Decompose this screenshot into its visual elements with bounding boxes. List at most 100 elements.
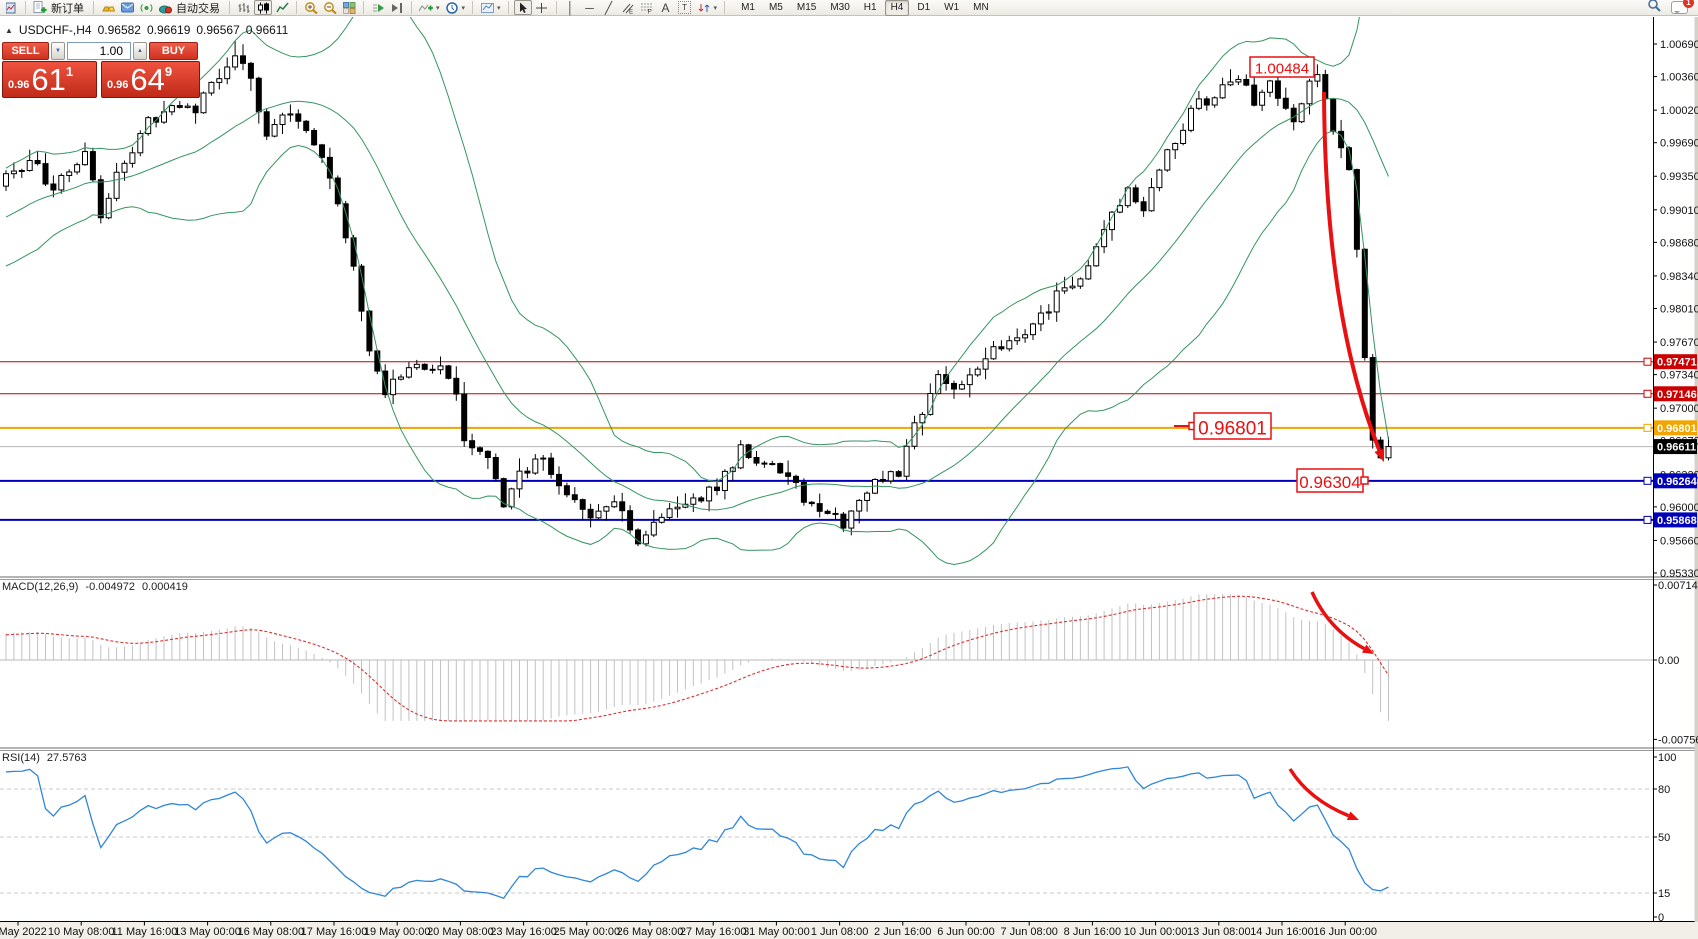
level-badge [1654,354,1697,370]
templates-icon[interactable] [478,0,496,15]
level-badge [1654,420,1697,436]
vertical-line-icon[interactable]: │ [566,0,575,15]
trend-arrow[interactable] [1322,91,1382,451]
timeframe-h4[interactable]: H4 [884,0,910,16]
timeframe-m5[interactable]: M5 [768,1,783,13]
zoom-in-icon[interactable] [302,0,320,15]
trend-arrow-head [1361,644,1374,654]
templates-dropdown-caret[interactable]: ▾ [497,4,501,12]
trend-arrow[interactable] [1288,768,1350,818]
periods-dropdown-caret[interactable]: ▾ [461,4,466,12]
timeframe-mn[interactable]: MN [973,1,989,13]
svg-text:0.97471: 0.97471 [1657,357,1697,369]
time-axis-strip[interactable] [0,922,1698,939]
chart-canvas[interactable]: 1.00690 1.00360 1.00020 0.99690 0.99350 0.990… [0,17,1698,939]
signal-icon[interactable] [137,0,155,15]
level-handle[interactable] [1643,423,1652,432]
sell-button[interactable]: SELL [2,42,49,60]
symbol-marker-icon: ▲ [5,25,13,35]
price-chart-svg[interactable]: 1.00690 1.00360 1.00020 0.99690 0.99350 0.990… [0,17,1698,939]
candles-layer [3,41,1392,547]
time-tick-label: 6 Jun 00:00 [937,926,995,938]
bar-chart-icon[interactable] [235,0,253,15]
autotrade-label[interactable]: 自动交易 [176,2,220,15]
fibonacci-icon[interactable]: F [638,0,656,15]
level-handle[interactable] [1643,476,1652,485]
buy-price-display[interactable]: 0.96 64 9 [101,61,200,98]
arrows-dropdown-caret[interactable]: ▾ [713,4,718,12]
volume-input[interactable] [67,42,131,60]
horizontal-line-icon[interactable]: ─ [585,0,594,15]
trend-arrow-head [1346,811,1359,821]
buy-price-big: 64 [130,62,165,97]
new-order-icon[interactable] [31,0,49,15]
autotrade-icon[interactable] [156,0,174,15]
search-icon[interactable] [1647,0,1661,17]
price-tick-label: 0.99350 [1660,171,1698,183]
price-tick-label: 0.97000 [1660,403,1698,415]
arrows-icon[interactable] [695,0,713,15]
sell-price-display[interactable]: 0.96 61 1 [2,61,97,98]
time-tick-label: 19 May 00:00 [364,926,431,938]
time-tick-label: 26 May 08:00 [617,926,684,938]
level-badge [1654,386,1697,402]
volume-increase-button[interactable]: ▲ [133,42,147,60]
mail-icon[interactable] [118,0,136,15]
indicators-dropdown-caret[interactable]: ▾ [436,4,440,12]
time-tick-label: 7 Jun 08:00 [1000,926,1058,938]
toolbar-separator [507,1,509,14]
indicators-icon[interactable] [417,0,435,15]
text-icon[interactable]: A [661,0,670,15]
periods-icon[interactable] [443,0,461,15]
cursor-icon[interactable] [513,0,532,15]
buy-button[interactable]: BUY [149,42,198,60]
price-open: 0.96582 [97,23,141,37]
trend-arrow[interactable] [1310,591,1366,651]
current-price-badge [1654,439,1697,455]
zoom-out-icon[interactable] [321,0,339,15]
timeframe-toolbar: M1 M5 M15 M30 H1 H4 D1 W1 MN [734,0,996,16]
tile-windows-icon[interactable] [340,0,358,15]
price-low: 0.96567 [196,23,240,37]
price-tick-label: 0.99690 [1660,138,1698,150]
auto-scroll-icon[interactable] [369,0,387,15]
candlestick-chart-icon[interactable] [254,0,272,15]
timeframe-m15[interactable]: M15 [796,1,817,13]
toolbar-separator [555,1,557,14]
toolbar-separator [472,1,474,14]
gold-bars-icon[interactable] [99,0,117,15]
new-order-label[interactable]: 新订单 [51,2,84,15]
line-chart-icon[interactable] [273,0,291,15]
timeframe-m1[interactable]: M1 [741,1,755,13]
label-icon[interactable]: T [676,0,694,15]
timeframe-m30[interactable]: M30 [830,1,850,13]
price-close: 0.96611 [245,23,289,37]
price-tick-label: 1.00020 [1660,105,1698,117]
crosshair-icon[interactable] [533,0,551,15]
bollinger-middle-line [5,97,1389,511]
annotation-text: 0.96304 [1299,473,1360,492]
timeframe-h1[interactable]: H1 [863,1,877,13]
level-handle[interactable] [1643,389,1652,398]
time-tick-label: 14 Jun 16:00 [1250,926,1314,938]
level-handle[interactable] [1643,357,1652,366]
price-tick-label: 0.99010 [1660,205,1698,217]
top-toolbar: 新订单 自动交易 ▾ ▾ ▾ │ ─ ╱ E F A T ▾ M1 M5 M15 M30 H1 H4 D1 W1 MN … [0,0,1698,16]
time-tick-label: 2 Jun 16:00 [874,926,932,938]
macd-tick-label: -0.007561 [1658,734,1698,746]
level-badge [1654,473,1697,489]
annotation-box[interactable] [1249,56,1315,78]
price-axis: 1.00690 1.00360 1.00020 0.99690 0.99350 0.990… [1653,39,1698,924]
volume-decrease-button[interactable]: ▼ [51,42,65,60]
rsi-tick-label: 15 [1658,888,1670,900]
timeframe-w1[interactable]: W1 [944,1,960,13]
level-handle[interactable] [1643,515,1652,524]
timeframe-d1[interactable]: D1 [917,1,931,13]
window-icon[interactable] [2,0,20,15]
channel-icon[interactable]: E [619,0,637,15]
chart-shift-icon[interactable] [388,0,406,15]
chat-icon[interactable]: 1 [1671,0,1694,14]
trendline-icon[interactable]: ╱ [604,0,613,15]
buy-price-pip: 9 [164,64,173,79]
annotation-box[interactable] [1193,412,1272,440]
